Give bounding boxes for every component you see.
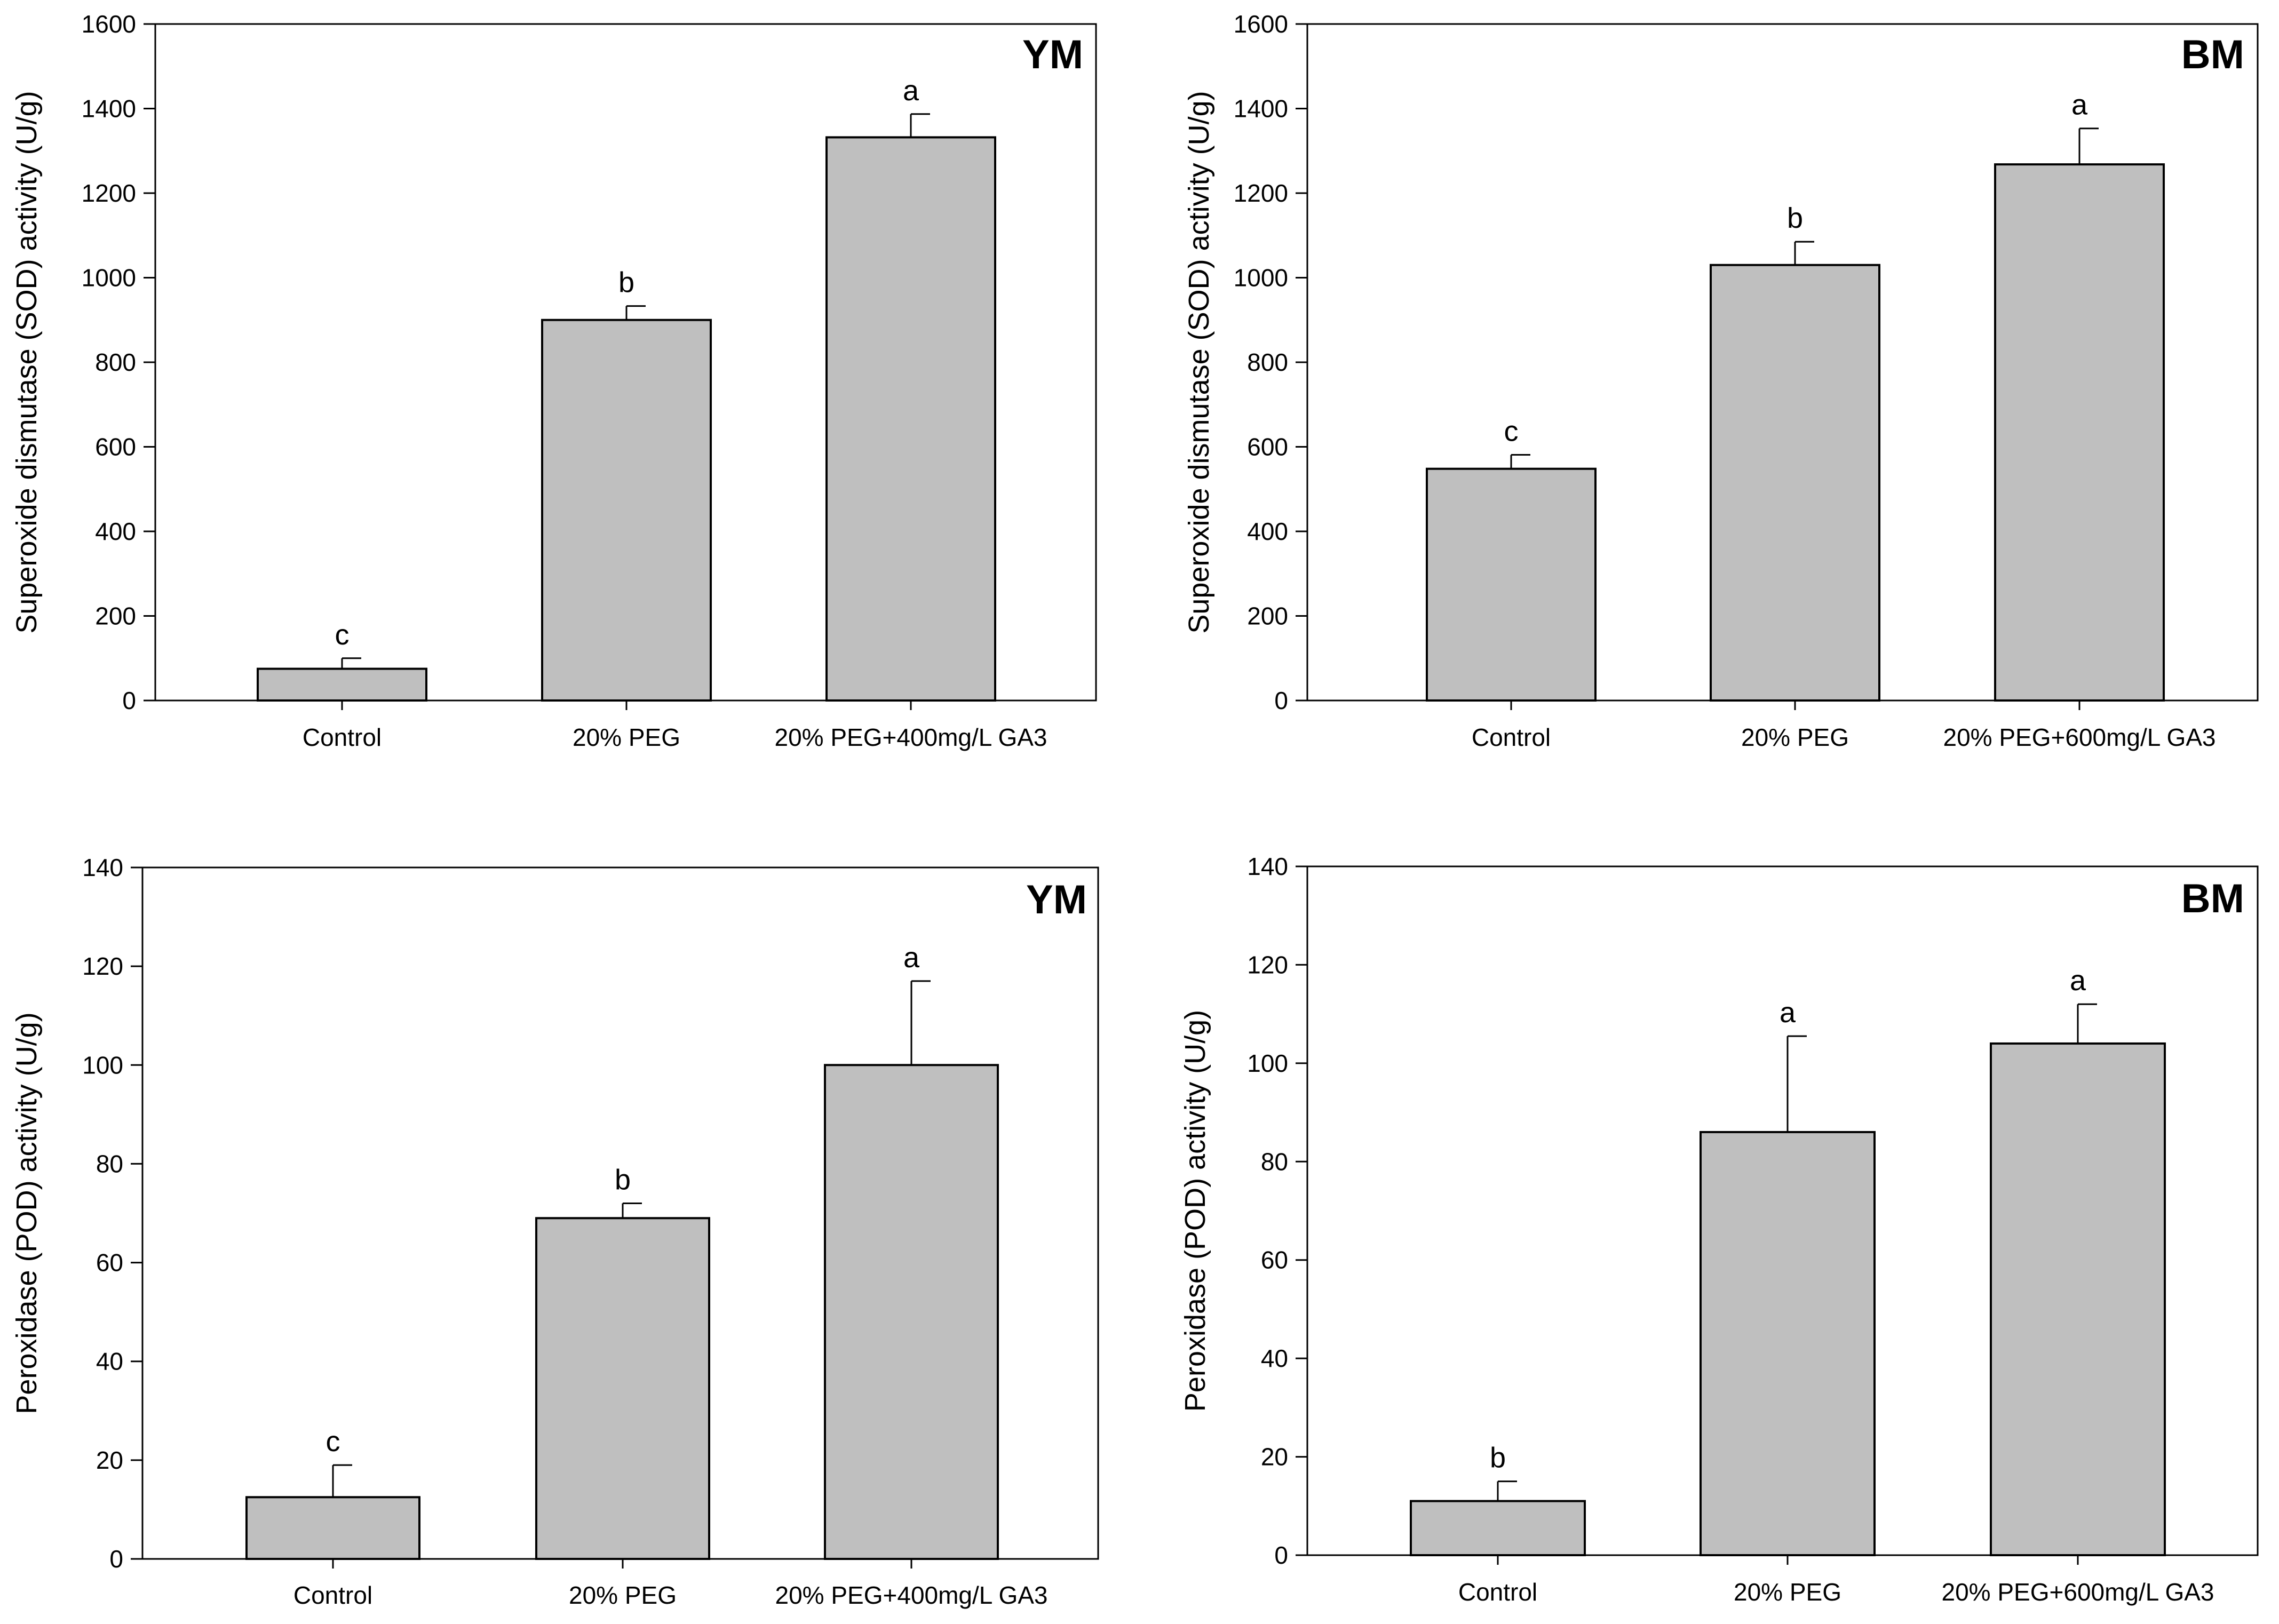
category-label: Control bbox=[303, 723, 382, 751]
significance-letter: a bbox=[2071, 89, 2088, 121]
y-tick-label: 80 bbox=[96, 1150, 123, 1177]
panel-label: BM bbox=[2181, 32, 2244, 77]
y-tick-label: 40 bbox=[96, 1348, 123, 1375]
chart-panel-3: 0 20 40 60 80 100 120 140 Peroxidase (POD) activ… bbox=[11, 854, 1099, 1609]
bar bbox=[541, 319, 712, 702]
y-tick-label: 600 bbox=[95, 433, 136, 461]
significance-letter: a bbox=[2070, 965, 2086, 997]
significance-letter: c bbox=[335, 619, 350, 651]
category-label: Control bbox=[293, 1581, 372, 1609]
bar bbox=[1426, 467, 1597, 702]
bar bbox=[1700, 1131, 1876, 1556]
y-tick-label: 200 bbox=[95, 602, 136, 630]
significance-letter: a bbox=[1780, 997, 1796, 1029]
y-tick-label: 0 bbox=[122, 687, 136, 714]
y-tick-label: 1400 bbox=[1234, 95, 1288, 123]
y-tick-label: 800 bbox=[95, 348, 136, 376]
panel-label: YM bbox=[1026, 877, 1087, 922]
chart-panel-4: 0 20 40 60 80 100 120 140 Peroxidase (POD) activ… bbox=[1179, 853, 2259, 1606]
category-label: 20% PEG+400mg/L GA3 bbox=[775, 723, 1047, 751]
category-label: 20% PEG+600mg/L GA3 bbox=[1942, 1578, 2214, 1606]
y-tick-label: 20 bbox=[1261, 1443, 1288, 1471]
bar bbox=[245, 1496, 420, 1560]
significance-letter: b bbox=[1787, 202, 1803, 234]
y-tick-label: 0 bbox=[1274, 1541, 1288, 1569]
y-tick-label: 0 bbox=[1274, 687, 1288, 714]
significance-letter: c bbox=[326, 1426, 340, 1458]
y-tick-label: 100 bbox=[1247, 1049, 1288, 1077]
y-tick-label: 100 bbox=[82, 1051, 123, 1079]
y-axis-label: Superoxide dismutase (SOD) activity (U/g… bbox=[1183, 91, 1215, 633]
significance-letter: a bbox=[903, 75, 919, 107]
y-tick-label: 60 bbox=[96, 1249, 123, 1277]
y-tick-label: 400 bbox=[1247, 518, 1288, 545]
y-tick-label: 1000 bbox=[82, 264, 136, 292]
bar bbox=[1410, 1500, 1586, 1556]
category-label: 20% PEG+400mg/L GA3 bbox=[775, 1581, 1048, 1609]
bar bbox=[825, 136, 996, 702]
y-axis-label: Peroxidase (POD) activity (U/g) bbox=[1179, 1010, 1211, 1412]
category-label: 20% PEG bbox=[573, 723, 680, 751]
y-tick-label: 140 bbox=[82, 854, 123, 881]
y-tick-label: 1600 bbox=[1234, 10, 1288, 38]
y-tick-label: 1200 bbox=[1234, 179, 1288, 207]
y-tick-label: 60 bbox=[1261, 1246, 1288, 1274]
y-axis-label: Peroxidase (POD) activity (U/g) bbox=[11, 1012, 43, 1414]
y-tick-label: 140 bbox=[1247, 853, 1288, 880]
category-label: 20% PEG bbox=[1734, 1578, 1841, 1606]
y-tick-label: 120 bbox=[1247, 951, 1288, 978]
y-tick-label: 120 bbox=[82, 952, 123, 980]
bar bbox=[824, 1064, 999, 1561]
y-tick-label: 1200 bbox=[82, 179, 136, 207]
y-axis-label: Superoxide dismutase (SOD) activity (U/g… bbox=[11, 91, 43, 633]
significance-letter: b bbox=[618, 267, 634, 299]
category-label: Control bbox=[1472, 723, 1551, 751]
chart-panel-2: 0 200 400 600 800 1000 1200 1400 1600 Superoxide … bbox=[1183, 10, 2259, 751]
panel-label: YM bbox=[1022, 32, 1083, 77]
chart-panel-1: 0 200 400 600 800 1000 1200 1400 1600 Superoxide … bbox=[11, 10, 1097, 751]
significance-letter: c bbox=[1504, 416, 1519, 448]
bar bbox=[1710, 264, 1880, 702]
category-label: 20% PEG bbox=[569, 1581, 677, 1609]
y-tick-label: 400 bbox=[95, 518, 136, 545]
y-tick-label: 200 bbox=[1247, 602, 1288, 630]
significance-letter: a bbox=[903, 942, 920, 974]
bar bbox=[1994, 163, 2165, 702]
category-label: 20% PEG+600mg/L GA3 bbox=[1943, 723, 2216, 751]
y-tick-label: 40 bbox=[1261, 1344, 1288, 1372]
bar bbox=[535, 1217, 710, 1560]
bar bbox=[257, 667, 427, 702]
y-tick-label: 800 bbox=[1247, 348, 1288, 376]
category-label: 20% PEG bbox=[1741, 723, 1849, 751]
y-tick-label: 80 bbox=[1261, 1148, 1288, 1175]
significance-letter: b bbox=[1490, 1442, 1506, 1474]
y-tick-label: 600 bbox=[1247, 433, 1288, 461]
category-label: Control bbox=[1458, 1578, 1537, 1606]
y-tick-label: 1400 bbox=[82, 95, 136, 123]
y-tick-label: 20 bbox=[96, 1446, 123, 1474]
y-tick-label: 0 bbox=[109, 1545, 123, 1573]
bar bbox=[1990, 1042, 2166, 1556]
y-tick-label: 1600 bbox=[82, 10, 136, 38]
panel-label: BM bbox=[2181, 876, 2244, 921]
significance-letter: b bbox=[615, 1164, 631, 1196]
y-tick-label: 1000 bbox=[1234, 264, 1288, 292]
